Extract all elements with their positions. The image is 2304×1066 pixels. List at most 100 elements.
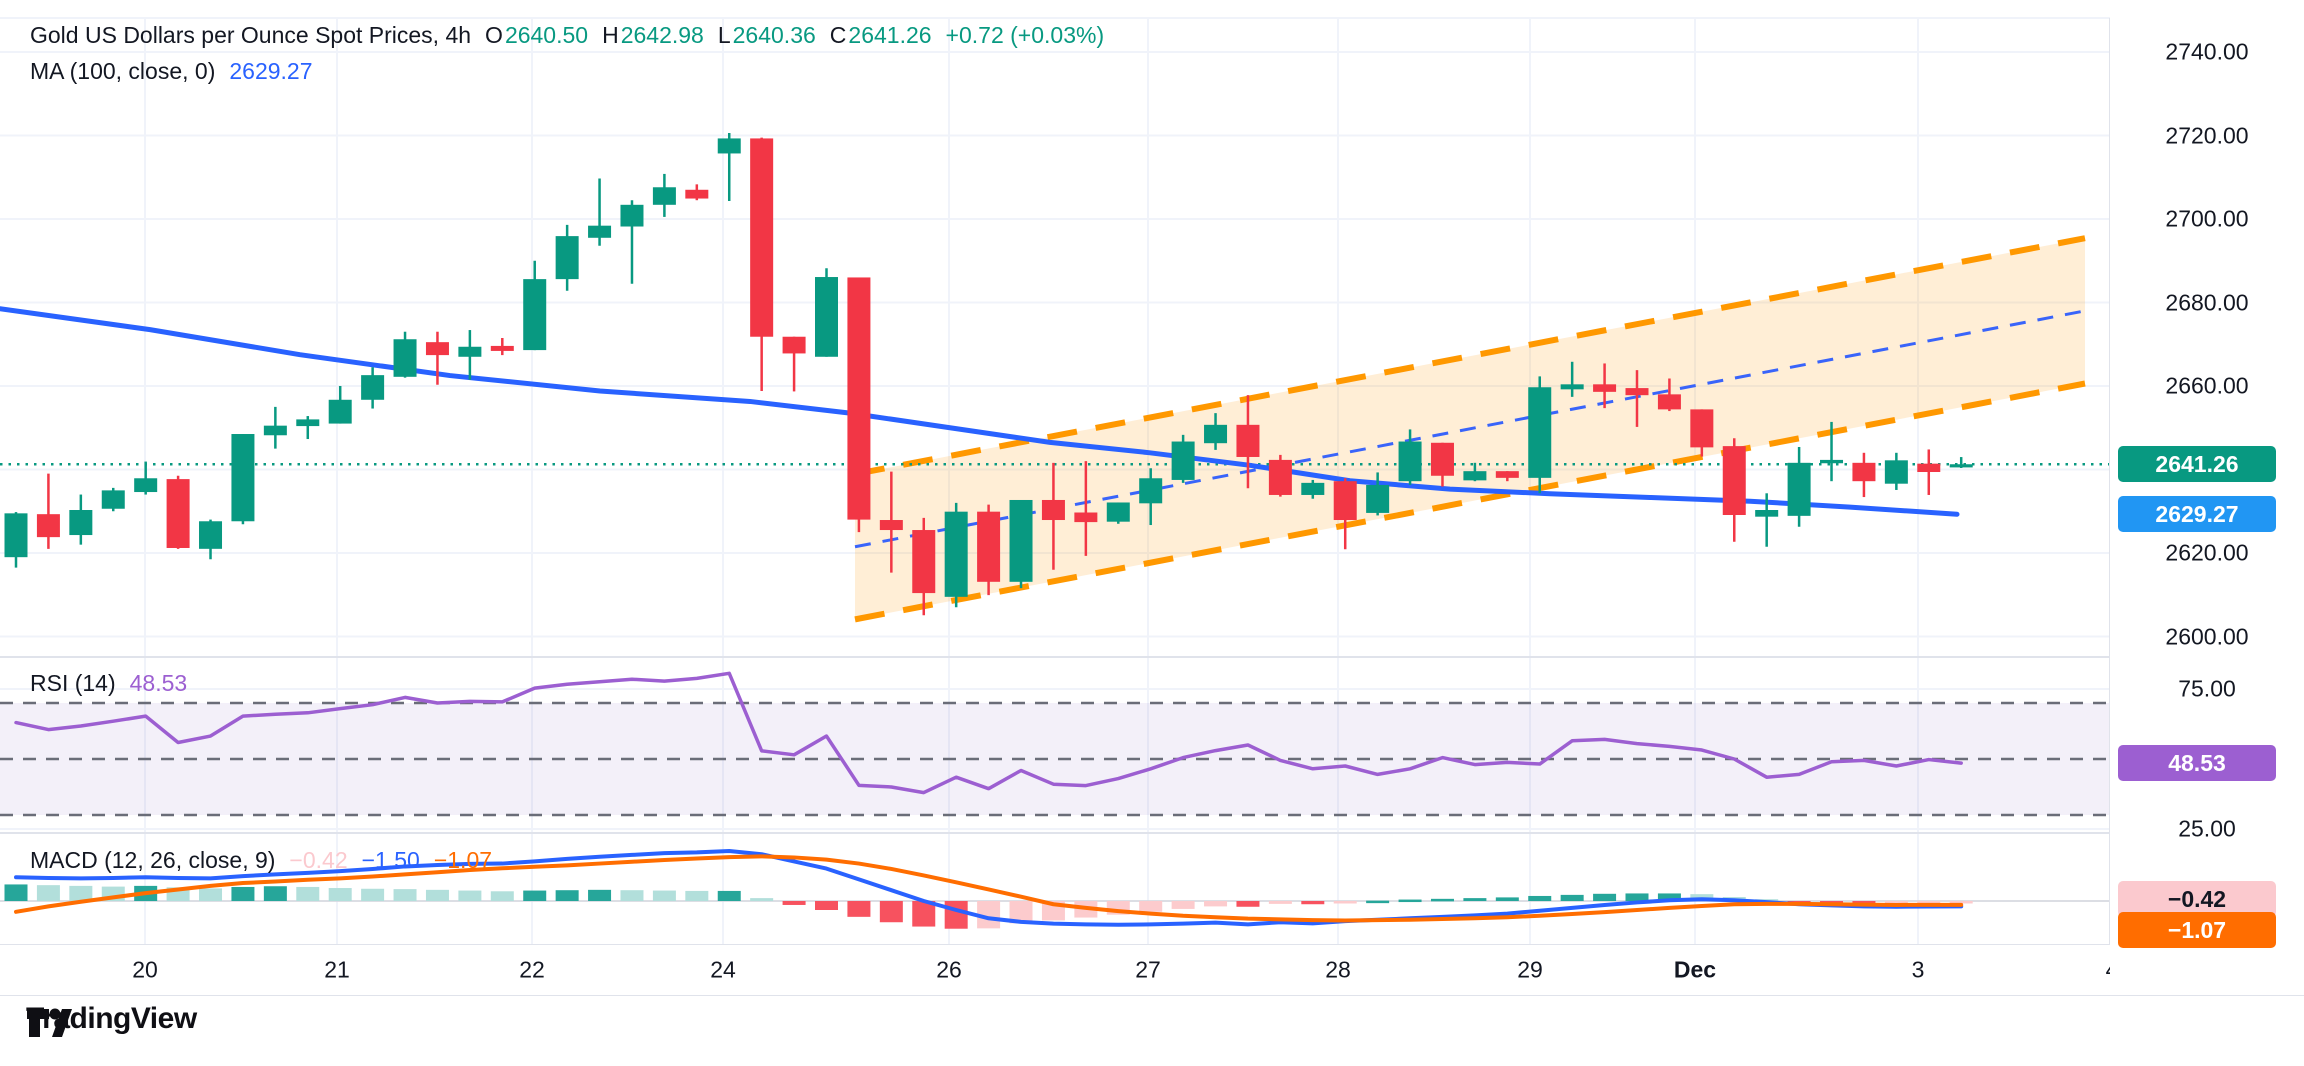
candle-body [1398,441,1422,482]
time-tick-label: 3 [1911,956,1925,983]
macd-hist-bar [1009,901,1033,924]
ma-legend[interactable]: MA (100, close, 0) 2629.27 [30,56,313,86]
tradingview-logo[interactable]: TradingView [26,1002,197,1037]
macd-hist-bar [490,891,514,901]
candle-body [1074,512,1098,523]
candle-body [1690,409,1714,448]
candle-body [263,425,287,436]
time-tick-label: Dec [1673,956,1717,983]
candle-body [879,520,903,531]
candle-body [717,138,741,154]
candle-body [166,479,190,548]
macd-hist-bar [1268,901,1292,904]
candle-body [36,514,60,538]
macd-hist-bar [296,886,320,901]
time-tick-label: 26 [936,956,962,983]
time-scale[interactable]: 2021222426272829Dec34 [0,945,2304,995]
candle-body [1268,459,1292,495]
time-tick-label: 20 [132,956,158,983]
price-tick-label: 2700.00 [2165,205,2249,232]
candle-body [685,189,709,199]
symbol-title: Gold US Dollars per Ounce Spot Prices, 4… [30,22,472,48]
macd-hist-bar [717,890,741,901]
candle-body [296,419,320,427]
candle-body [1625,388,1649,396]
ohlc-high: H 2642.98 [602,22,704,48]
macd-signal-line [14,854,1964,923]
candle-body [1495,471,1519,478]
macd-hist-bar [458,890,482,901]
symbol-legend[interactable]: Gold US Dollars per Ounce Spot Prices, 4… [30,20,1104,50]
macd-hist-bar [1463,898,1487,901]
candle-body [101,490,125,509]
macd-hist-bar [4,884,28,901]
time-tick-label: 22 [519,956,545,983]
price-tick-label: 75.00 [2178,675,2236,702]
macd-hist-bar [1171,901,1195,909]
macd-legend-label: MACD (12, 26, close, 9) [30,847,276,873]
price-tick-label: 2720.00 [2165,122,2249,149]
macd-hist-bar [912,901,936,927]
macd-signal-label: −1.07 [2118,912,2276,948]
rsi-legend[interactable]: RSI (14) 48.53 [30,668,187,698]
candle-body [1917,463,1941,473]
ohlc-close: C 2641.26 [829,22,932,48]
candle-body [1949,464,1973,468]
ohlc-open: O 2640.50 [485,22,589,48]
macd-hist-bar [1495,897,1519,901]
macd-hist-bar [523,890,547,901]
candlestick-series [4,132,1973,616]
macd-hist-bar [361,888,385,901]
candle-body [944,511,968,597]
macd-histogram [4,884,1973,929]
macd-hist-bar [1560,894,1584,901]
price-tick-label: 2600.00 [2165,623,2249,650]
time-tick-label: 27 [1135,956,1161,983]
macd-hist-bar [425,889,449,901]
macd-hist-bar [1204,901,1228,907]
candle-body [458,346,482,357]
candle-body [847,277,871,520]
macd-hist-bar [1301,901,1325,905]
macd-line [14,848,1964,927]
macd-hist-bar [1366,900,1390,904]
macd-legend[interactable]: MACD (12, 26, close, 9) −0.42 −1.50 −1.0… [30,845,492,875]
candle-body [69,509,93,536]
candle-body [1171,441,1195,480]
rsi-value-label: 48.53 [2118,745,2276,781]
candle-body [490,345,514,351]
candle-body [1009,499,1033,582]
time-tick-label: 21 [324,956,350,983]
macd-hist-bar [393,889,417,901]
candle-body [134,478,158,493]
macd-hist-bar [1852,901,1876,904]
candle-body [1528,387,1552,478]
candle-body [555,236,579,280]
macd-hist-bar [815,901,838,910]
candle-body [977,511,1001,582]
macd-hist-bar [1333,901,1357,904]
candle-body [1560,384,1584,390]
macd-hist-bar [1236,901,1260,907]
macd-hist-bar [1528,895,1552,901]
macd-hist-bar [263,886,287,901]
last-price-label: 2641.26 [2118,446,2276,482]
macd-hist-bar [1917,901,1941,904]
candle-body [425,342,449,356]
candle-body [1852,462,1876,482]
ma-legend-value: 2629.27 [229,58,313,84]
macd-hist-bar [588,889,612,901]
macd-hist-bar [199,888,223,901]
price-tick-label: 2680.00 [2165,289,2249,316]
candle-body [1722,446,1746,516]
candle-body [1787,462,1811,516]
macd-hist-bar [782,901,806,905]
macd-hist-bar [1625,893,1649,901]
macd-hist-bar [1139,901,1163,912]
macd-hist-bar [750,898,774,901]
macd-hist-label: −0.42 [2118,881,2276,917]
candle-body [588,225,612,238]
rsi-legend-value: 48.53 [129,670,188,696]
candle-body [1139,478,1163,504]
